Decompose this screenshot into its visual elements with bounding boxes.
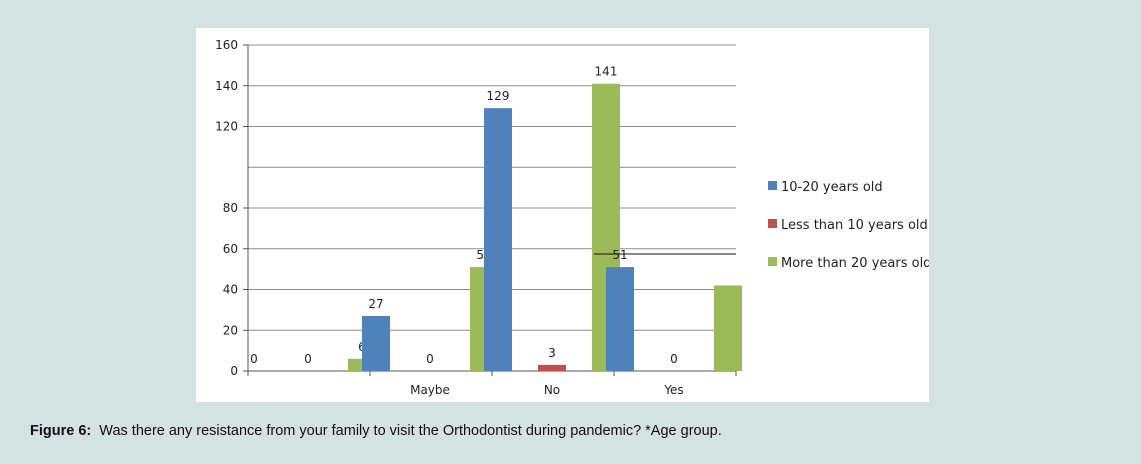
y-tick-label: 0 — [230, 364, 238, 378]
x-tick-label: No — [544, 383, 560, 397]
legend-label: Less than 10 years old — [781, 218, 928, 233]
legend-swatch — [768, 257, 777, 266]
x-tick-label: Maybe — [410, 383, 450, 397]
y-tick-label: 20 — [223, 323, 238, 337]
figure-caption-text: Was there any resistance from your famil… — [99, 423, 722, 439]
figure-caption: Figure 6: Was there any resistance from … — [30, 423, 722, 439]
data-label: 0 — [670, 352, 678, 366]
bar-10-20-years-old — [484, 108, 512, 371]
data-label: 0 — [304, 352, 312, 366]
y-tick-label: 120 — [215, 120, 238, 134]
data-label: 27 — [368, 297, 383, 311]
chart-panel: 020406080120140160006Maybe27051No1293141… — [196, 28, 929, 402]
data-label: 51 — [612, 248, 627, 262]
y-tick-label: 80 — [223, 201, 238, 215]
figure-label: Figure 6: — [30, 423, 92, 439]
data-label: 141 — [595, 65, 618, 79]
data-label: 0 — [250, 352, 258, 366]
bar-10-20-years-old — [606, 267, 634, 371]
y-tick-label: 160 — [215, 38, 238, 52]
y-tick-label: 140 — [215, 79, 238, 93]
legend-label: More than 20 years old — [781, 256, 929, 271]
y-tick-label: 40 — [223, 283, 238, 297]
bar-chart: 020406080120140160006Maybe27051No1293141… — [215, 38, 929, 397]
y-tick-label: 60 — [223, 242, 238, 256]
data-label: 3 — [548, 346, 556, 360]
data-label: 0 — [426, 352, 434, 366]
legend-swatch — [768, 181, 777, 190]
legend-swatch — [768, 219, 777, 228]
data-label: 129 — [487, 89, 510, 103]
x-tick-label: Yes — [663, 383, 683, 397]
legend-label: 10-20 years old — [781, 180, 883, 195]
bar-less-than-10-years-old — [538, 364, 566, 371]
bar-10-20-years-old — [362, 315, 390, 371]
bar-more-than-20-years-old — [714, 285, 742, 371]
